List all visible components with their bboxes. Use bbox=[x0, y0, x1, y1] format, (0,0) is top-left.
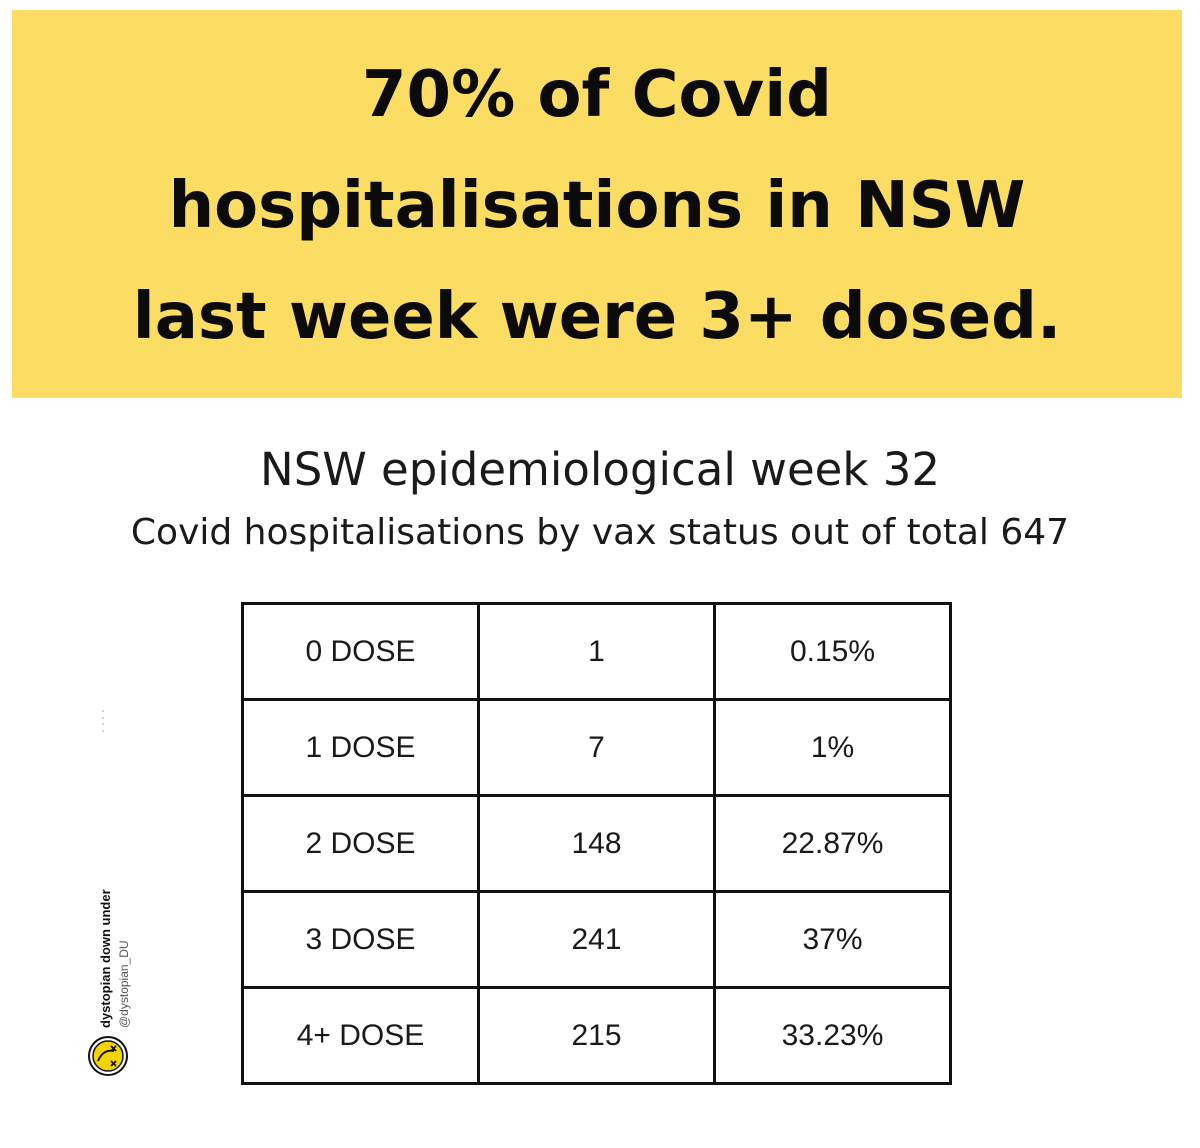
table-cell-status: 2 DOSE bbox=[241, 794, 480, 893]
table-cell-count: 148 bbox=[477, 794, 716, 893]
dizzy-face-logo-icon bbox=[88, 1036, 128, 1076]
more-dots-icon bbox=[102, 710, 106, 732]
table-cell-percent: 0.15% bbox=[713, 602, 952, 701]
hospitalisation-table: 0 DOSE 1 0.15% 1 DOSE 7 1% 2 DOSE 148 22… bbox=[241, 602, 952, 1085]
table-row: 1 DOSE 7 1% bbox=[241, 698, 952, 797]
table-cell-count: 1 bbox=[477, 602, 716, 701]
table-cell-count: 215 bbox=[477, 986, 716, 1085]
headline-line-1: 70% of Covid bbox=[362, 57, 832, 132]
table-cell-status: 4+ DOSE bbox=[241, 986, 480, 1085]
watermark-handle: @dystopian_DU bbox=[117, 940, 131, 1028]
table-cell-count: 7 bbox=[477, 698, 716, 797]
table-cell-status: 3 DOSE bbox=[241, 890, 480, 989]
table-cell-percent: 37% bbox=[713, 890, 952, 989]
headline-line-2: hospitalisations in NSW bbox=[168, 168, 1026, 243]
table-row: 2 DOSE 148 22.87% bbox=[241, 794, 952, 893]
table-row: 4+ DOSE 215 33.23% bbox=[241, 986, 952, 1085]
chart-subtitle: Covid hospitalisations by vax status out… bbox=[130, 512, 1070, 553]
table-cell-percent: 22.87% bbox=[713, 794, 952, 893]
table-cell-status: 1 DOSE bbox=[241, 698, 480, 797]
watermark-name: dystopian down under bbox=[98, 889, 113, 1028]
table-cell-percent: 1% bbox=[713, 698, 952, 797]
table-cell-status: 0 DOSE bbox=[241, 602, 480, 701]
table-cell-count: 241 bbox=[477, 890, 716, 989]
watermark: dystopian down under @dystopian_DU bbox=[88, 889, 131, 1076]
chart-title: NSW epidemiological week 32 bbox=[260, 443, 940, 496]
headline: 70% of Covid hospitalisations in NSW las… bbox=[133, 40, 1062, 373]
table-row: 0 DOSE 1 0.15% bbox=[241, 602, 952, 701]
headline-banner: 70% of Covid hospitalisations in NSW las… bbox=[12, 10, 1182, 398]
table-row: 3 DOSE 241 37% bbox=[241, 890, 952, 989]
headline-line-3: last week were 3+ dosed. bbox=[132, 279, 1062, 354]
table-cell-percent: 33.23% bbox=[713, 986, 952, 1085]
